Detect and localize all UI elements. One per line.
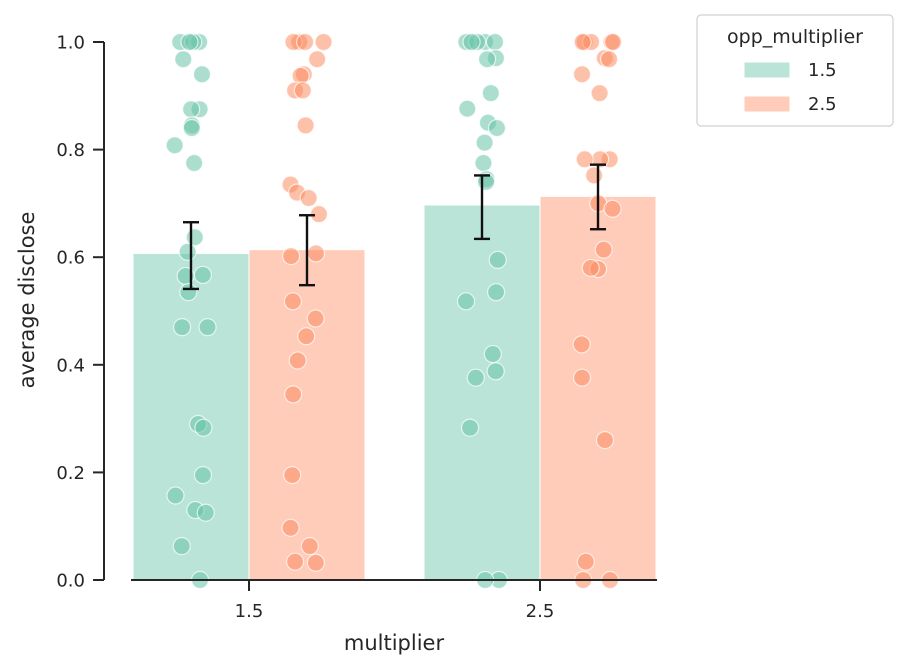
point-1.5-1.5 — [172, 537, 191, 556]
point-2.5-1.5 — [314, 32, 333, 52]
point-2.5-1.5 — [297, 327, 316, 346]
axes-layer — [103, 42, 657, 581]
point-2.5-2.5 — [585, 166, 604, 185]
point-1.5-1.5 — [196, 503, 215, 522]
point-1.5-2.5 — [462, 32, 481, 52]
point-2.5-1.5 — [284, 385, 303, 404]
point-1.5-1.5 — [194, 418, 213, 437]
point-1.5-2.5 — [475, 133, 494, 152]
y-tick-label: 0.2 — [56, 463, 85, 484]
point-1.5-2.5 — [481, 84, 500, 103]
legend-items: 1.5 2.5 — [743, 60, 837, 115]
point-1.5-2.5 — [466, 368, 485, 387]
point-2.5-1.5 — [300, 537, 319, 556]
legend-swatch-2.5 — [743, 95, 791, 113]
point-1.5-1.5 — [193, 265, 212, 285]
legend-label-1.5: 1.5 — [808, 60, 837, 81]
point-1.5-2.5 — [460, 418, 480, 437]
legend-swatch-1.5 — [743, 61, 791, 79]
point-2.5-1.5 — [296, 116, 315, 135]
point-2.5-2.5 — [595, 431, 615, 450]
point-1.5-2.5 — [458, 99, 477, 118]
point-2.5-2.5 — [572, 65, 592, 84]
y-axis-title: average disclose — [15, 212, 39, 389]
point-2.5-2.5 — [575, 150, 594, 169]
point-2.5-2.5 — [572, 335, 591, 354]
point-1.5-2.5 — [486, 283, 506, 302]
point-2.5-1.5 — [283, 465, 302, 485]
point-1.5-2.5 — [474, 153, 493, 173]
x-tick-label: 1.5 — [235, 601, 264, 622]
point-1.5-2.5 — [487, 118, 507, 138]
bar-2.5-1.5 — [248, 249, 366, 581]
point-2.5-2.5 — [581, 258, 600, 278]
point-2.5-1.5 — [288, 351, 307, 370]
bars-layer — [132, 195, 657, 581]
point-1.5-2.5 — [488, 250, 507, 269]
y-ticks: 0.0 0.2 0.4 0.6 0.8 1.0 — [56, 33, 104, 592]
legend: opp_multiplier 1.5 2.5 — [696, 14, 894, 127]
point-1.5-2.5 — [486, 362, 505, 381]
x-axis-title: multiplier — [344, 631, 445, 655]
legend-title: opp_multiplier — [727, 26, 863, 48]
y-tick-label: 0.4 — [56, 355, 85, 376]
y-tick-label: 1.0 — [56, 33, 85, 54]
y-tick-label: 0.8 — [56, 140, 85, 161]
point-1.5-1.5 — [193, 465, 213, 485]
point-2.5-2.5 — [576, 552, 595, 571]
point-2.5-1.5 — [283, 292, 302, 311]
legend-label-2.5: 2.5 — [808, 94, 837, 115]
errorbar-layer — [183, 163, 606, 291]
x-ticks: 1.5 2.5 — [235, 580, 555, 622]
point-2.5-1.5 — [306, 309, 325, 328]
point-1.5-1.5 — [165, 136, 184, 155]
x-tick-label: 2.5 — [526, 601, 555, 622]
point-1.5-1.5 — [166, 486, 185, 505]
point-1.5-1.5 — [198, 318, 217, 337]
point-2.5-2.5 — [572, 368, 592, 387]
point-1.5-1.5 — [192, 65, 212, 84]
point-2.5-1.5 — [295, 32, 315, 52]
point-1.5-1.5 — [172, 318, 192, 337]
point-1.5-1.5 — [182, 100, 201, 119]
point-2.5-1.5 — [306, 244, 326, 263]
point-2.5-2.5 — [603, 199, 622, 218]
point-1.5-1.5 — [174, 50, 193, 69]
point-1.5-2.5 — [477, 50, 497, 69]
point-1.5-2.5 — [456, 292, 476, 311]
bar-1.5-2.5 — [423, 204, 541, 581]
point-2.5-2.5 — [590, 84, 609, 103]
point-2.5-1.5 — [299, 188, 318, 208]
point-1.5-1.5 — [179, 283, 198, 302]
point-1.5-1.5 — [185, 153, 204, 173]
y-tick-label: 0.6 — [56, 248, 85, 269]
bar-1.5-1.5 — [132, 252, 250, 581]
point-1.5-1.5 — [180, 32, 199, 52]
point-1.5-1.5 — [182, 118, 201, 138]
y-tick-label: 0.0 — [56, 571, 85, 592]
points-layer — [165, 32, 623, 590]
point-2.5-1.5 — [308, 50, 327, 69]
point-1.5-2.5 — [485, 32, 505, 52]
point-2.5-1.5 — [282, 247, 301, 266]
point-2.5-2.5 — [603, 32, 623, 52]
point-2.5-1.5 — [306, 553, 325, 572]
point-2.5-2.5 — [599, 50, 619, 69]
point-1.5-1.5 — [178, 242, 197, 261]
point-1.5-2.5 — [483, 344, 502, 364]
point-2.5-1.5 — [286, 552, 305, 571]
point-2.5-2.5 — [594, 240, 613, 259]
point-2.5-1.5 — [293, 81, 312, 100]
point-2.5-1.5 — [281, 518, 300, 537]
point-2.5-2.5 — [573, 32, 592, 52]
